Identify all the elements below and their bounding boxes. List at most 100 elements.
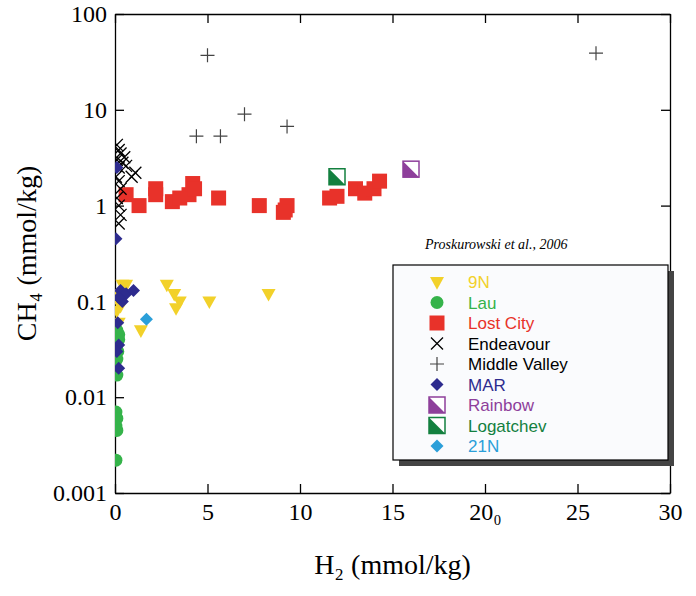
tick-label: 0.1 — [77, 289, 107, 315]
tick-label: 15 — [381, 499, 405, 525]
marker-shape — [115, 232, 122, 245]
point — [252, 198, 267, 213]
point — [120, 160, 132, 172]
legend-marker — [429, 397, 445, 413]
tick-mark — [392, 14, 393, 23]
tick — [393, 14, 394, 23]
chart: 05101520₀25300.0010.010.1110100H₂ (mmol/… — [0, 0, 696, 596]
point — [276, 205, 291, 220]
marker-shape — [252, 198, 267, 213]
marker-shape — [211, 191, 226, 206]
point — [115, 183, 127, 195]
tick — [300, 14, 301, 23]
marker-shape — [430, 357, 444, 371]
x-axis: 05101520₀2530 — [110, 484, 683, 525]
legend: 9NLauLost CityEndeavourMiddle ValleyMARR… — [393, 265, 674, 466]
marker-shape — [115, 209, 127, 221]
marker-shape — [134, 325, 148, 338]
point — [115, 316, 124, 329]
marker-fill — [403, 161, 419, 177]
marker-shape — [115, 328, 125, 341]
point — [115, 362, 125, 375]
tick-label: 30 — [659, 499, 683, 525]
series — [329, 169, 345, 185]
marker-shape — [189, 129, 203, 143]
legend-label: Middle Valley — [468, 355, 568, 374]
point — [127, 284, 140, 297]
marker-shape — [169, 303, 183, 316]
tick-mark — [115, 493, 124, 494]
tick-mark — [207, 14, 208, 23]
marker-shape — [120, 160, 132, 172]
point — [201, 48, 215, 62]
point — [403, 161, 419, 177]
point — [189, 129, 203, 143]
series — [189, 46, 603, 143]
point — [115, 424, 123, 437]
marker-shape — [115, 291, 125, 304]
plot-area — [115, 46, 603, 467]
tick-mark — [300, 14, 301, 23]
tick-mark — [392, 484, 393, 493]
point — [211, 191, 226, 206]
marker-shape — [132, 198, 147, 213]
marker-shape — [589, 46, 603, 60]
x-axis-line — [116, 493, 671, 494]
tick-label: 1 — [95, 193, 107, 219]
point — [118, 151, 130, 163]
x-axis-title: H₂ (mmol/kg) — [314, 549, 471, 580]
marker-shape — [115, 345, 123, 358]
point — [148, 187, 163, 202]
legend-marker — [430, 277, 444, 290]
marker-shape — [115, 424, 123, 437]
marker-fill — [429, 418, 445, 434]
marker-shape — [431, 378, 444, 391]
marker-shape — [115, 161, 123, 174]
legend-label: MAR — [468, 376, 506, 395]
point — [115, 328, 125, 341]
tick-mark — [485, 14, 486, 23]
marker-shape — [115, 454, 122, 467]
marker-shape — [115, 316, 124, 329]
tick-mark — [661, 110, 670, 111]
point — [372, 174, 387, 189]
legend-marker — [430, 357, 444, 371]
series — [140, 313, 153, 326]
marker-shape — [431, 440, 444, 453]
marker-shape — [115, 183, 127, 195]
marker-shape — [276, 205, 291, 220]
tick: 25 — [566, 484, 590, 525]
tick — [661, 14, 670, 15]
point — [213, 129, 227, 143]
tick: 10 — [289, 484, 313, 525]
legend-marker — [431, 378, 444, 391]
point — [169, 303, 183, 316]
point — [589, 46, 603, 60]
point — [126, 171, 138, 183]
series — [119, 174, 387, 220]
series — [115, 280, 276, 338]
marker-shape — [431, 296, 444, 309]
point — [115, 161, 123, 174]
tick — [661, 110, 670, 111]
point — [134, 325, 148, 338]
y-axis-title: CH₄ (mmol/kg) — [11, 166, 42, 341]
legend-label: 21N — [468, 437, 499, 456]
marker-shape — [372, 174, 387, 189]
point — [115, 291, 125, 304]
tick-label: 0 — [110, 499, 122, 525]
series — [403, 161, 419, 177]
legend-label: Lau — [468, 294, 496, 313]
marker-shape — [148, 187, 163, 202]
point — [115, 200, 125, 212]
tick-mark — [661, 205, 670, 206]
tick-mark — [485, 484, 486, 493]
marker-shape — [202, 297, 216, 310]
tick: 0.001 — [53, 480, 124, 506]
tick-mark — [115, 14, 124, 15]
legend-marker — [431, 338, 443, 350]
legend-label: 9N — [468, 273, 490, 292]
point — [202, 297, 216, 310]
tick-mark — [577, 14, 578, 23]
tick-label: 20₀ — [469, 499, 501, 525]
